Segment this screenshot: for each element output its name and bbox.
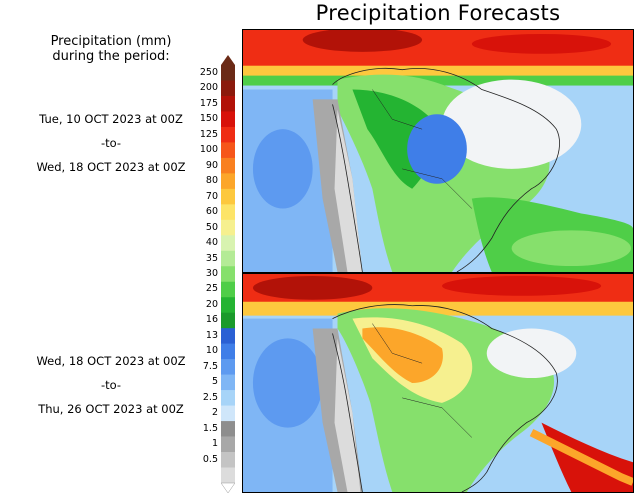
colorbar-swatch: [221, 219, 235, 236]
legend-title-line2: during the period:: [52, 49, 170, 64]
legend-tick-label: 1.5: [202, 422, 218, 434]
period-2-label: Wed, 18 OCT 2023 at 00Z -to- Thu, 26 OCT…: [0, 354, 222, 416]
colorbar-swatch: [221, 235, 235, 252]
period-1-end: Wed, 18 OCT 2023 at 00Z: [36, 160, 186, 174]
legend-tick-label: 100: [199, 144, 218, 156]
forecast-map-period-1: [242, 29, 634, 273]
colorbar-swatch: [221, 204, 235, 221]
colorbar-swatch: [221, 374, 235, 391]
legend-tick-label: 150: [199, 113, 218, 125]
legend-title: Precipitation (mm) during the period:: [0, 34, 222, 64]
legend-tick-label: 2.5: [202, 391, 218, 403]
legend-tick-labels: 250 200 175 150 125 100 90 80 70 60 50 40 35 30 25 20 16…: [190, 0, 218, 493]
colorbar-swatch: [221, 126, 235, 143]
legend-tick-label: 250: [199, 66, 218, 78]
colorbar-swatch: [221, 173, 235, 190]
colorbar-swatch: [221, 297, 235, 314]
period-2-end: Thu, 26 OCT 2023 at 00Z: [38, 402, 184, 416]
legend-tick-label: 80: [205, 175, 218, 187]
colorbar-swatch: [221, 142, 235, 159]
colorbar-swatch: [221, 95, 235, 112]
legend-tick-label: 30: [205, 268, 218, 279]
period-1-start: Tue, 10 OCT 2023 at 00Z: [39, 112, 183, 126]
page-title: Precipitation Forecasts: [315, 1, 561, 25]
colorbar-swatch: [221, 421, 235, 437]
colorbar-swatch: [221, 452, 235, 468]
legend-colorbar: [221, 55, 235, 493]
period-2-start: Wed, 18 OCT 2023 at 00Z: [36, 354, 186, 368]
colorbar-swatch: [221, 65, 235, 81]
legend-tick-label: 13: [205, 329, 218, 341]
period-2-separator: -to-: [100, 378, 122, 392]
legend-tick-label: 70: [205, 190, 218, 202]
period-1-label: Tue, 10 OCT 2023 at 00Z -to- Wed, 18 OCT…: [0, 112, 222, 174]
forecast-map-period-2: [242, 273, 634, 493]
legend-tick-label: 40: [205, 237, 218, 249]
colorbar-bottom-arrow: [221, 482, 235, 493]
legend-tick-label: 125: [199, 128, 218, 140]
colorbar-swatch: [221, 312, 235, 329]
legend-title-line1: Precipitation (mm): [50, 34, 172, 49]
legend-tick-label: 1: [211, 438, 218, 450]
colorbar-swatch: [221, 467, 235, 484]
legend-tick-label: 2: [211, 407, 218, 419]
legend-tick-label: 20: [205, 298, 218, 310]
colorbar-swatch: [221, 359, 235, 375]
legend-tick-label: 50: [205, 221, 218, 233]
legend-tick-label: 5: [211, 376, 218, 388]
colorbar-swatch: [221, 390, 235, 406]
colorbar-swatch: [221, 343, 235, 360]
legend-tick-label: 175: [199, 97, 218, 109]
legend-tick-label: 35: [205, 252, 218, 264]
colorbar-swatch: [221, 80, 235, 97]
legend-tick-label: 25: [205, 283, 218, 295]
colorbar-swatch: [221, 250, 235, 267]
colorbar-swatch: [221, 405, 235, 422]
legend-tick-label: 60: [205, 206, 218, 218]
legend-tick-label: 200: [199, 82, 218, 94]
period-1-separator: -to-: [100, 136, 122, 150]
colorbar-swatch: [221, 266, 235, 283]
colorbar-swatch: [221, 111, 235, 128]
legend-tick-label: 90: [205, 159, 218, 171]
colorbar-swatch: [221, 281, 235, 298]
legend-tick-label: 10: [205, 345, 218, 357]
legend-tick-label: 16: [205, 314, 218, 326]
colorbar-top-arrow: [221, 55, 235, 65]
legend-tick-label: 7.5: [202, 360, 218, 372]
colorbar-swatch: [221, 157, 235, 174]
colorbar-swatch: [221, 436, 235, 453]
legend-tick-label: 0.5: [202, 453, 218, 465]
colorbar-swatch: [221, 328, 235, 344]
colorbar-swatch: [221, 188, 235, 205]
